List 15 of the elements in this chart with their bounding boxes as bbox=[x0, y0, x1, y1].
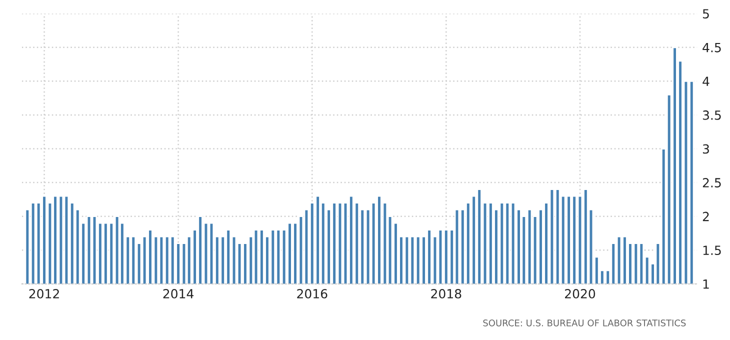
y-tick-label: 1.5 bbox=[703, 246, 721, 256]
x-tick-label: 2018 bbox=[431, 288, 462, 298]
y-tick-label: 5 bbox=[702, 9, 709, 19]
source-note: SOURCE: U.S. BUREAU OF LABOR STATISTICS bbox=[483, 320, 686, 326]
y-tick-label: 4 bbox=[702, 76, 710, 86]
x-tick-label: 2012 bbox=[29, 288, 59, 298]
y-tick-label: 3 bbox=[702, 144, 709, 154]
x-tick-label: 2020 bbox=[565, 288, 596, 298]
x-tick-label: 2016 bbox=[297, 288, 328, 298]
x-tick-label: 2014 bbox=[163, 288, 194, 298]
y-tick-label: 2.5 bbox=[702, 178, 721, 188]
y-tick-label: 4.5 bbox=[702, 43, 721, 52]
y-tick-label: 2 bbox=[702, 212, 709, 222]
y-tick-label: 3.5 bbox=[702, 110, 721, 120]
y-tick-label: 1 bbox=[703, 280, 709, 289]
